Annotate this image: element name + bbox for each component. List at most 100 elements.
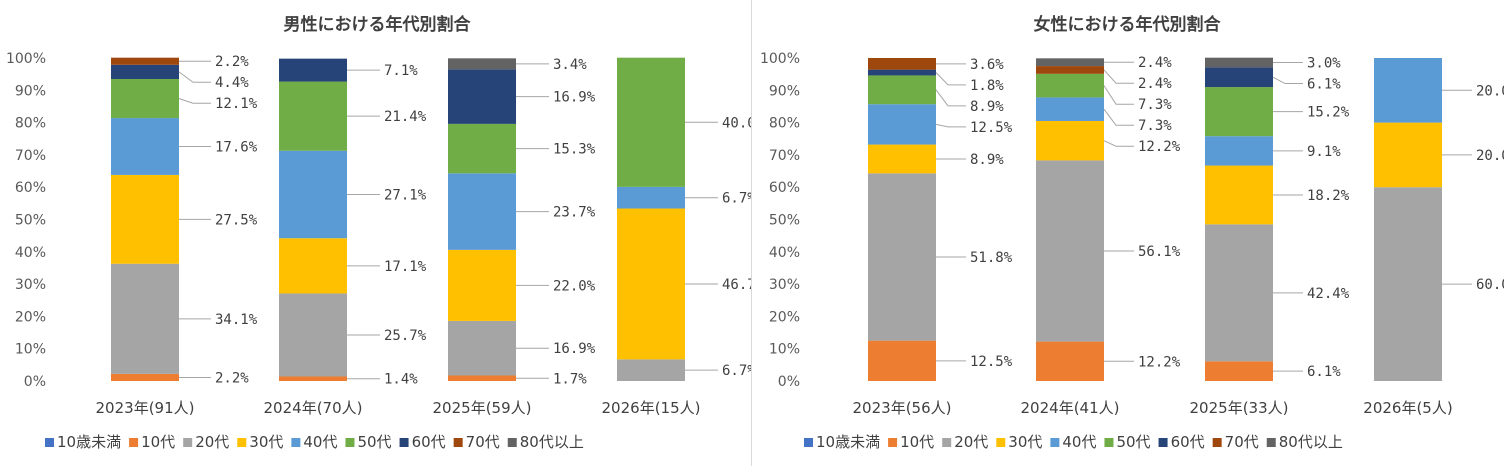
male-legend-label: 80代以上 (520, 433, 584, 451)
male-legend-swatch (453, 438, 463, 447)
male-bar-segment (111, 64, 179, 79)
female-bar-segment (1036, 97, 1104, 121)
male-bar-segment (448, 123, 516, 174)
female-legend-label: 10歳未満 (816, 433, 880, 451)
male-y-tick-label: 60% (15, 180, 46, 196)
female-legend-label: 60代 (1171, 433, 1205, 451)
female-y-tick-label: 40% (769, 245, 800, 261)
male-legend-label: 60代 (412, 433, 446, 451)
female-y-tick-label: 50% (769, 213, 800, 229)
male-bar-segment (111, 263, 179, 374)
female-bar-segment (1205, 361, 1273, 381)
panel-divider (751, 0, 752, 466)
female-bar-segment (868, 144, 936, 174)
male-bar-segment (111, 118, 179, 175)
female-legend-swatch (1212, 438, 1222, 447)
male-bar-segment (448, 249, 516, 321)
female-leader-line (1103, 69, 1134, 84)
male-data-label: 40.0% (722, 115, 752, 131)
male-age-chart-panel: 男性における年代別割合 0% 10% 20% 30% 40% 50% 60% 70% 80% 90%… (5, 14, 752, 451)
male-y-tick-label: 20% (15, 309, 46, 325)
male-legend-swatch (45, 438, 54, 447)
male-bar-segment (448, 69, 516, 124)
male-y-tick-label: 0% (24, 374, 46, 390)
male-leader-line (178, 98, 211, 104)
female-legend-swatch (1266, 438, 1276, 447)
male-data-label: 17.1% (384, 259, 427, 275)
female-leader-line (1103, 140, 1134, 147)
male-y-tick-label: 80% (15, 116, 46, 132)
female-leader-line (935, 72, 966, 86)
female-data-label: 2.4% (1138, 55, 1172, 71)
male-y-tick-label: 100% (6, 51, 46, 67)
female-data-label: 2.4% (1138, 76, 1172, 92)
male-data-label: 22.0% (553, 278, 596, 294)
male-legend-swatch (237, 438, 247, 447)
female-bar-segment (868, 173, 936, 341)
male-bar-segment (111, 373, 179, 381)
male-data-label: 7.1% (384, 63, 418, 79)
female-legend-swatch (1158, 438, 1168, 447)
male-data-label: 4.4% (215, 75, 249, 91)
female-bar-segment (868, 340, 936, 381)
female-bar-segment (1036, 66, 1104, 74)
female-legend-swatch (1104, 438, 1114, 447)
male-legend-label: 10歳未満 (57, 433, 121, 451)
female-data-label: 1.8% (970, 78, 1004, 94)
male-bar-segment (279, 81, 347, 151)
female-legend-swatch (996, 438, 1006, 447)
male-legend-swatch (507, 438, 517, 447)
female-data-label: 6.1% (1307, 364, 1341, 380)
female-bar-segment (1036, 160, 1104, 342)
female-data-label: 15.2% (1307, 105, 1350, 121)
female-age-chart-panel: 女性における年代別割合 0% 10% 20% 30% 40% 50% 60% 70% 80% 90%… (752, 0, 1504, 466)
female-data-label: 51.8% (970, 250, 1013, 266)
female-bar-segment (1205, 165, 1273, 225)
male-age-chart: 男性における年代別割合 0% 10% 20% 30% 40% 50% 60% 70% 80% 90%… (6, 14, 752, 451)
male-y-tick-label: 10% (15, 342, 46, 358)
female-data-label: 12.2% (1138, 139, 1181, 155)
male-category-label: 2026年(15人) (602, 399, 701, 417)
female-legend-swatch (1050, 438, 1060, 447)
female-data-label: 8.9% (970, 99, 1004, 115)
male-bar-segment (448, 58, 516, 70)
male-y-tick-label: 50% (15, 213, 46, 229)
male-legend-swatch (291, 438, 301, 447)
female-chart-title: 女性における年代別割合 (1034, 14, 1222, 35)
female-bar-segment (1205, 224, 1273, 362)
female-y-tick-label: 80% (769, 116, 800, 132)
male-bar-segment (448, 173, 516, 250)
female-legend-label: 40代 (1062, 433, 1096, 451)
female-bar-segment (1205, 67, 1273, 88)
female-category-label: 2024年(41人) (1021, 399, 1120, 417)
female-data-label: 3.6% (970, 57, 1004, 73)
male-legend-label: 40代 (303, 433, 337, 451)
female-data-label: 12.5% (970, 354, 1013, 370)
male-bar-segment (279, 293, 347, 377)
male-bar-segment (111, 174, 179, 264)
male-data-label: 25.7% (384, 328, 427, 344)
male-legend-label: 50代 (357, 433, 391, 451)
male-data-label: 46.7% (722, 277, 752, 293)
male-bar-segment (279, 376, 347, 381)
male-legend-label: 30代 (249, 433, 283, 451)
female-y-tick-label: 0% (778, 374, 800, 390)
female-legend-swatch (888, 438, 898, 447)
female-y-tick-label: 30% (769, 277, 800, 293)
male-data-label: 1.7% (553, 371, 587, 387)
female-bar-segment (1036, 341, 1104, 381)
female-y-tick-label: 60% (769, 180, 800, 196)
female-legend-label: 50代 (1116, 433, 1150, 451)
male-bar-segment (448, 320, 516, 376)
female-data-label: 60.0% (1476, 277, 1504, 293)
female-leader-line (1103, 85, 1134, 105)
female-y-tick-label: 90% (769, 83, 800, 99)
male-data-label: 1.4% (384, 372, 418, 388)
female-data-label: 9.1% (1307, 144, 1341, 160)
female-bar-segment (1205, 136, 1273, 166)
female-leader-line (935, 89, 966, 107)
female-legend-swatch (942, 438, 952, 447)
male-data-label: 27.5% (215, 212, 258, 228)
male-data-label: 23.7% (553, 205, 596, 221)
female-data-label: 8.9% (970, 152, 1004, 168)
